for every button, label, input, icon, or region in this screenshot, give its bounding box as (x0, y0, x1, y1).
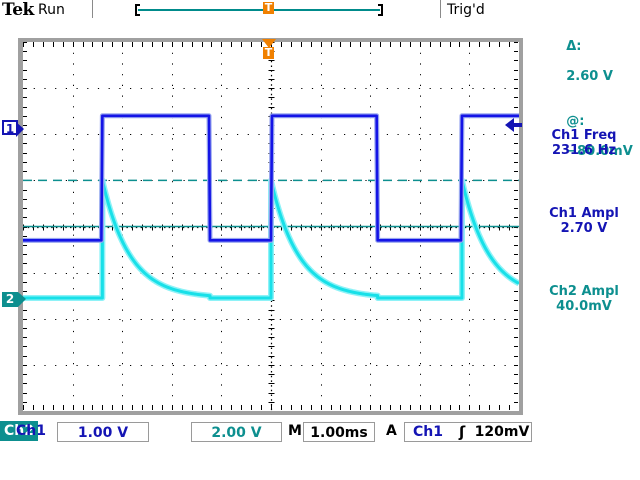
tek-logo: Tek (2, 0, 34, 20)
measurement-ch1-ampl-value: 2.70 V (560, 221, 608, 236)
ch2-marker-label: 2 (5, 292, 15, 306)
cursor-delta-row: Δ: 2.60 V (530, 24, 640, 99)
ch1-ground-marker[interactable]: 1 (2, 120, 24, 137)
status-ch2-scale[interactable]: 2.00 V (191, 422, 282, 442)
measurement-readout-panel: Δ: 2.60 V @: −80.0mV Ch1 Freq 231.6 Hz C… (530, 20, 640, 420)
trigger-position-marker-graticule[interactable]: T (263, 46, 274, 59)
trigger-position-triangle (262, 39, 276, 48)
top-status-bar: Tek Run T Trig'd (0, 0, 640, 20)
status-trigger-label: A (386, 423, 397, 439)
trigger-level-tail-icon (513, 123, 522, 127)
measurement-ch2-ampl-value: 40.0mV (556, 299, 612, 314)
rising-slope-icon: ʃ (459, 423, 466, 441)
status-ch1-scale[interactable]: 1.00 V (57, 422, 149, 442)
cursor-at-value: −80.0mV (566, 144, 633, 159)
measurement-ch1-freq-label: Ch1 Freq (551, 128, 617, 143)
waveform-svg (23, 42, 519, 411)
waveform-plot-area[interactable] (23, 42, 519, 411)
cursor-at-label: @: (566, 114, 585, 129)
record-length-indicator[interactable] (135, 4, 383, 16)
record-bracket-right (378, 4, 383, 16)
status-timebase-label: M (288, 423, 302, 439)
cursor-delta-label: Δ: (566, 39, 582, 54)
measurement-ch1-freq-value: 231.6 Hz (551, 143, 617, 158)
trigger-position-marker-top[interactable]: T (263, 1, 274, 14)
measurement-ch1-freq[interactable]: Ch1 Freq 231.6 Hz (530, 128, 638, 158)
ch1-marker-label: 1 (5, 122, 15, 136)
status-trigger-source: Ch1 (413, 424, 443, 440)
footer-bar: T 100.000µs 1 Mar 2011 17:04:31 (0, 450, 640, 480)
cursor-delta-value: 2.60 V (566, 69, 613, 84)
measurement-ch2-ampl[interactable]: Ch2 Ampl 40.0mV (530, 284, 638, 314)
measurement-ch2-ampl-label: Ch2 Ampl (549, 284, 619, 299)
measurement-ch1-ampl-label: Ch1 Ampl (549, 206, 619, 221)
acquisition-run-state[interactable]: Run (38, 2, 65, 18)
status-ch2-label[interactable]: Ch2 (0, 421, 38, 441)
record-length-bar (138, 9, 380, 11)
top-separator-right (440, 0, 441, 18)
top-separator-left (92, 0, 93, 18)
bottom-status-bar: Ch1 1.00 V Ch2 2.00 V M 1.00ms A Ch1 ʃ 1… (0, 421, 640, 445)
trigger-status: Trig'd (447, 2, 485, 18)
edge-ticks (23, 42, 518, 410)
status-timebase-value[interactable]: 1.00ms (303, 422, 375, 442)
ch2-trace (23, 178, 519, 300)
cursor-readout: Δ: 2.60 V @: −80.0mV (530, 24, 640, 174)
ch1-marker-arrow-icon (16, 122, 24, 137)
ch2-ground-marker[interactable]: 2 (2, 292, 26, 307)
record-bracket-left (135, 4, 140, 16)
cursor-at-row: @: −80.0mV (530, 99, 640, 174)
measurement-ch1-ampl[interactable]: Ch1 Ampl 2.70 V (530, 206, 638, 236)
ch1-trace (23, 114, 519, 242)
ch2-marker-arrow-icon (18, 292, 26, 307)
trigger-level-arrow-icon (505, 118, 514, 132)
status-trigger-box[interactable]: Ch1 ʃ 120mV (404, 422, 532, 442)
status-trigger-level: 120mV (474, 424, 530, 440)
status-ch1-label[interactable]: Ch1 (16, 423, 46, 439)
